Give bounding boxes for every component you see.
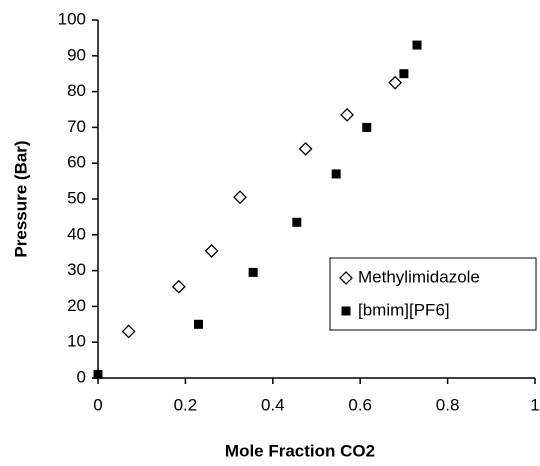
point: [341, 306, 351, 316]
point: [340, 107, 355, 122]
legend-label: Methylimidazole: [358, 267, 480, 286]
point: [362, 122, 372, 132]
y-tick-label: 20: [67, 296, 86, 315]
point: [171, 279, 186, 294]
y-tick-label: 50: [67, 188, 86, 207]
point: [339, 271, 353, 285]
point: [233, 190, 247, 205]
x-tick-label: 1: [530, 395, 539, 414]
x-tick-label: 0.4: [261, 395, 285, 414]
point: [412, 40, 422, 50]
point: [388, 75, 403, 90]
legend-label: [bmim][PF6]: [358, 300, 450, 319]
x-tick-label: 0: [93, 395, 102, 414]
y-tick-label: 0: [77, 367, 86, 386]
point: [204, 243, 219, 258]
x-tick-label: 0.6: [348, 395, 372, 414]
y-tick-label: 100: [58, 9, 86, 28]
y-tick-label: 60: [67, 153, 86, 172]
x-tick-label: 0.8: [436, 395, 460, 414]
y-tick-label: 90: [67, 45, 86, 64]
point: [121, 324, 136, 339]
legend-box: [329, 257, 537, 331]
y-tick-label: 80: [67, 81, 86, 100]
x-tick-label: 0.2: [174, 395, 198, 414]
point: [292, 217, 302, 227]
y-tick-label: 70: [67, 117, 86, 136]
point: [399, 69, 409, 79]
point: [298, 141, 313, 156]
y-tick-label: 40: [67, 224, 86, 243]
point: [194, 319, 204, 329]
y-tick-label: 10: [67, 332, 86, 351]
point: [331, 169, 341, 179]
x-axis-title: Mole Fraction CO2: [225, 441, 375, 460]
point: [248, 267, 258, 277]
point: [93, 369, 103, 379]
y-axis-title: Pressure (Bar): [11, 140, 30, 257]
y-tick-label: 30: [67, 260, 86, 279]
